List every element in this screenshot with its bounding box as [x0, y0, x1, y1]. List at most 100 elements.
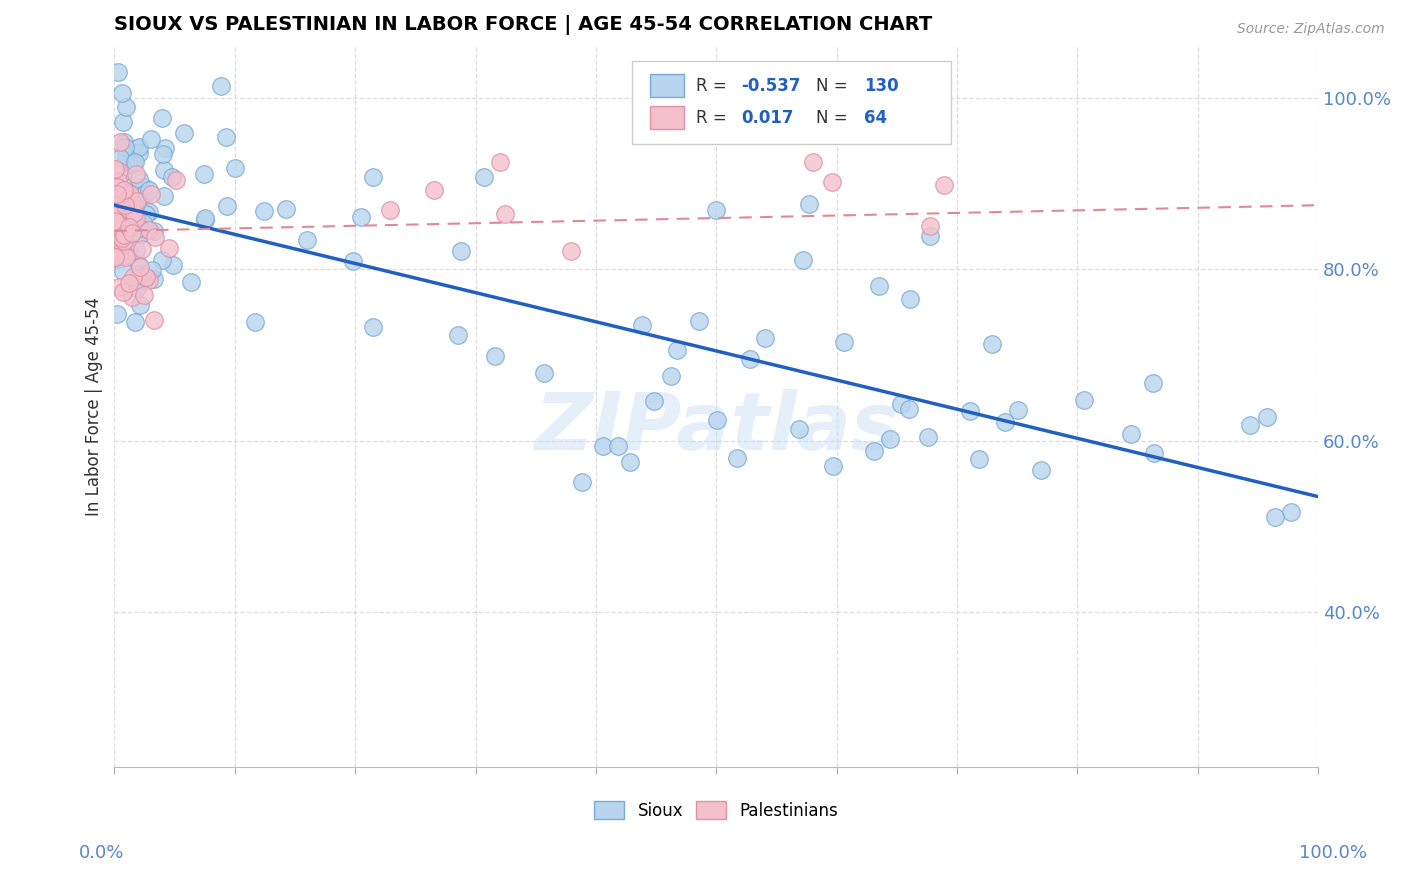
Point [110, 246, 132, 260]
Point [107, 174, 129, 188]
Point [153, 141, 176, 155]
Point [1264, 510, 1286, 524]
Point [143, 272, 166, 286]
Point [688, 314, 710, 328]
Legend: Sioux, Palestinians: Sioux, Palestinians [588, 795, 845, 827]
Point [118, 156, 141, 170]
Point [1142, 376, 1164, 391]
Point [160, 169, 183, 184]
Point [125, 141, 148, 155]
Point [378, 203, 401, 218]
Point [108, 252, 131, 266]
Point [128, 172, 150, 186]
Point [118, 186, 141, 201]
Point [112, 227, 135, 242]
Point [704, 202, 727, 217]
Point [118, 279, 141, 293]
Point [918, 229, 941, 244]
Text: R =: R = [696, 77, 731, 95]
Point [560, 244, 582, 258]
Text: 0.0%: 0.0% [79, 844, 124, 862]
Point [706, 413, 728, 427]
Point [1279, 505, 1302, 519]
Point [1119, 426, 1142, 441]
Point [117, 217, 139, 231]
Point [105, 187, 128, 202]
Text: -0.537: -0.537 [741, 77, 801, 95]
Point [132, 275, 155, 289]
Point [484, 350, 506, 364]
Point [128, 228, 150, 243]
Point [114, 227, 136, 242]
Point [959, 404, 981, 418]
Point [194, 211, 217, 225]
Point [110, 202, 132, 217]
Y-axis label: In Labor Force | Age 45-54: In Labor Force | Age 45-54 [86, 297, 103, 516]
Point [821, 458, 844, 473]
Point [105, 180, 128, 194]
Point [125, 194, 148, 209]
Point [1007, 403, 1029, 417]
Point [139, 187, 162, 202]
Point [607, 439, 630, 453]
Point [342, 254, 364, 268]
Point [224, 161, 246, 176]
Point [153, 188, 176, 202]
Point [115, 192, 138, 206]
Point [138, 205, 160, 219]
Point [104, 250, 127, 264]
Point [115, 100, 138, 114]
Point [122, 197, 145, 211]
Point [134, 186, 156, 201]
Point [879, 432, 901, 446]
Point [132, 287, 155, 301]
Point [108, 152, 131, 166]
Point [105, 308, 128, 322]
Point [659, 369, 682, 384]
Point [118, 153, 141, 168]
Point [112, 264, 135, 278]
Point [128, 258, 150, 272]
Point [571, 475, 593, 490]
Point [114, 248, 136, 262]
Point [450, 244, 472, 258]
Point [112, 246, 135, 260]
Point [118, 203, 141, 218]
Point [128, 268, 150, 282]
Text: Source: ZipAtlas.com: Source: ZipAtlas.com [1237, 22, 1385, 37]
Point [472, 169, 495, 184]
Text: N =: N = [817, 77, 853, 95]
Point [132, 268, 155, 283]
Point [297, 233, 319, 247]
Point [217, 199, 239, 213]
Point [104, 250, 127, 264]
Point [863, 444, 886, 458]
Point [111, 285, 134, 300]
Point [103, 214, 125, 228]
Point [118, 244, 141, 259]
Point [108, 135, 131, 149]
Point [898, 401, 921, 416]
Point [643, 393, 665, 408]
Point [350, 210, 373, 224]
Text: 100.0%: 100.0% [1299, 844, 1367, 862]
Point [128, 298, 150, 312]
Point [276, 202, 298, 216]
Point [125, 167, 148, 181]
Point [131, 242, 153, 256]
Point [134, 180, 156, 194]
Text: N =: N = [817, 109, 853, 127]
Point [152, 163, 174, 178]
Bar [650, 106, 683, 129]
Text: ZIPatlas: ZIPatlas [534, 389, 898, 467]
Point [111, 212, 134, 227]
FancyBboxPatch shape [633, 61, 950, 144]
Point [245, 315, 267, 329]
Point [665, 343, 688, 357]
Point [967, 452, 990, 467]
Point [104, 220, 127, 235]
Point [103, 213, 125, 227]
Point [143, 230, 166, 244]
Point [135, 207, 157, 221]
Point [112, 183, 135, 197]
